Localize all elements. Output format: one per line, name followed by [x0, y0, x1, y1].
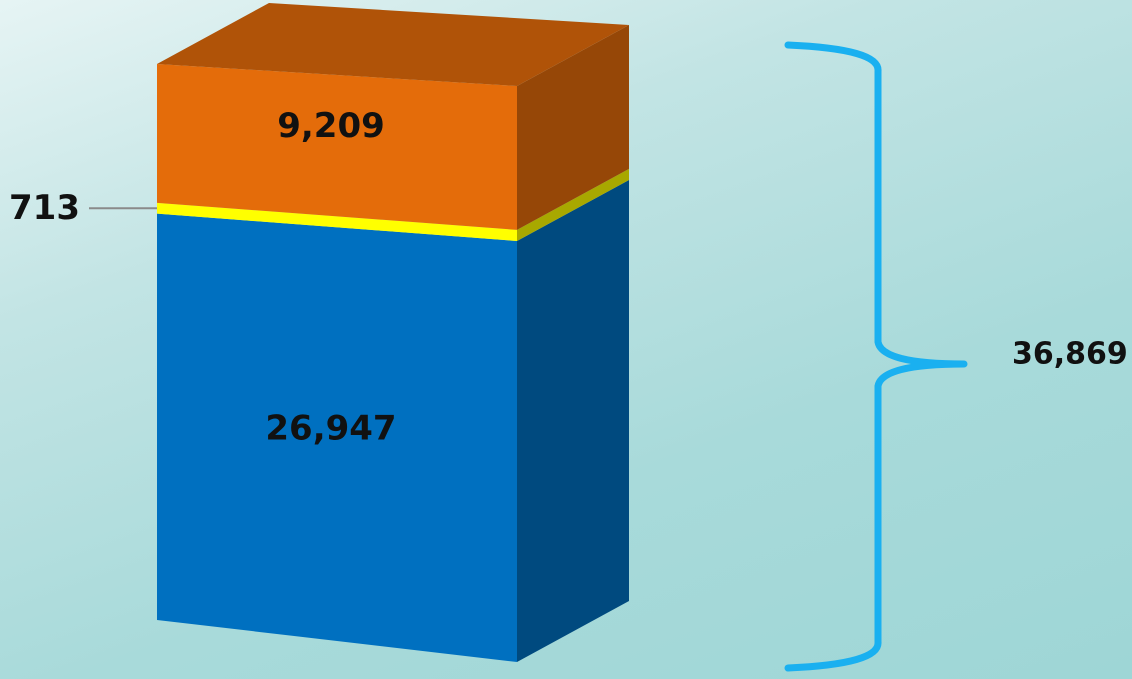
column-top-face: [157, 3, 629, 86]
segment-2-front-face: [157, 202, 517, 242]
stacked-column: [157, 3, 629, 662]
total-value-label: 36,869: [1012, 337, 1128, 372]
data-label-segment-1: 26,947: [265, 409, 396, 449]
total-curly-brace: [784, 41, 968, 672]
segment-3-front-face: [157, 64, 517, 230]
segment-1-side-face: [517, 180, 629, 662]
segment-2-side-face: [517, 168, 629, 242]
segment-1-front-face: [157, 213, 517, 662]
segment-3-side-face: [517, 25, 629, 230]
data-label-segment-3: 9,209: [277, 106, 385, 146]
data-label-segment-2: 713: [9, 188, 80, 228]
